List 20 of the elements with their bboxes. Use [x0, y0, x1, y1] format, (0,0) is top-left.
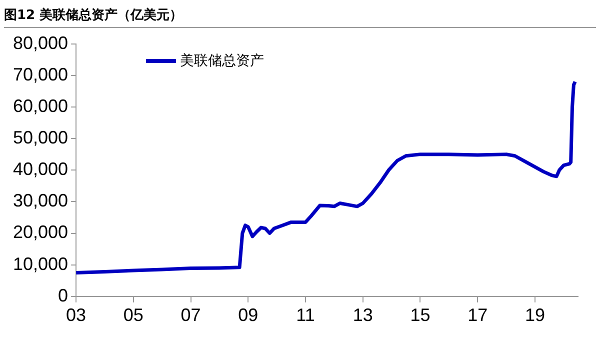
- x-tick-label: 07: [180, 305, 201, 326]
- y-tick-label: 40,000: [12, 159, 68, 180]
- x-tick-label: 15: [410, 305, 430, 326]
- y-tick-label: 50,000: [12, 127, 68, 148]
- y-tick-label: 70,000: [12, 64, 68, 84]
- y-tick-label: 60,000: [12, 96, 68, 116]
- y-tick-label: 10,000: [12, 254, 68, 274]
- chart-title: 图12 美联储总资产（亿美元）: [4, 6, 596, 28]
- legend-label: 美联储总资产: [180, 52, 264, 70]
- x-tick-label: 05: [123, 305, 144, 326]
- x-tick-label: 09: [238, 305, 258, 326]
- x-tick-label: 17: [468, 305, 488, 326]
- x-tick-label: 19: [524, 305, 545, 326]
- x-tick-label: 03: [66, 305, 86, 326]
- y-tick-label: 0: [58, 285, 68, 306]
- x-tick-label: 13: [352, 305, 373, 326]
- x-tick-label: 11: [296, 305, 315, 326]
- y-tick-label: 30,000: [12, 190, 68, 211]
- y-tick-label: 20,000: [12, 222, 68, 242]
- y-tick-label: 80,000: [12, 32, 68, 53]
